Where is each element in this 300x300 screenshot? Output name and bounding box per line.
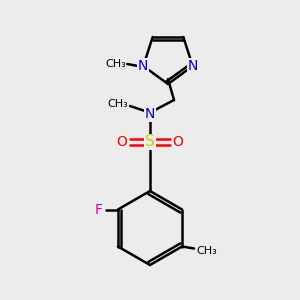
Text: CH₃: CH₃ bbox=[197, 245, 218, 256]
Text: N: N bbox=[145, 107, 155, 121]
Text: CH₃: CH₃ bbox=[105, 59, 126, 69]
Text: N: N bbox=[138, 59, 148, 73]
Text: F: F bbox=[95, 202, 103, 217]
Text: O: O bbox=[172, 135, 183, 149]
Text: O: O bbox=[117, 135, 128, 149]
Text: N: N bbox=[188, 59, 198, 73]
Text: S: S bbox=[145, 134, 155, 149]
Text: CH₃: CH₃ bbox=[108, 99, 128, 109]
